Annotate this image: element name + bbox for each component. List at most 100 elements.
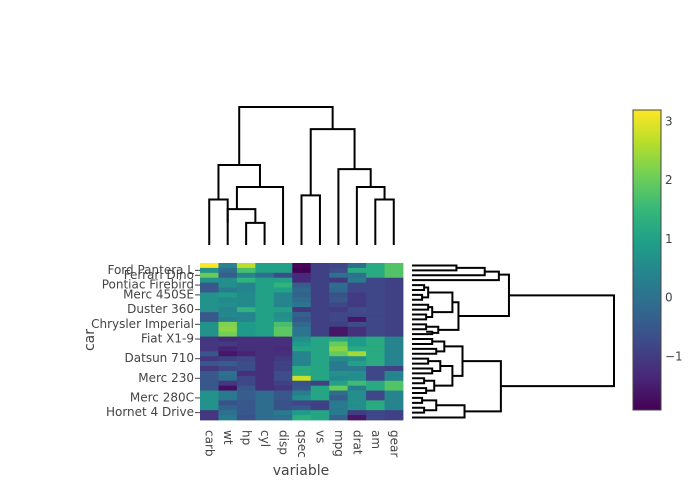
heatmap-cell <box>366 361 385 367</box>
heatmap-cell <box>218 395 238 401</box>
heatmap-cell <box>310 321 330 328</box>
heatmap-cell <box>329 375 349 382</box>
heatmap-cell <box>384 390 404 396</box>
x-axis: carb wt hp cyl disp qsec vs mpg drat am gear <box>203 430 402 458</box>
heatmap-cell <box>347 390 367 396</box>
heatmap-cell <box>218 405 238 411</box>
heatmap-cell <box>366 385 385 391</box>
heatmap-cell <box>347 405 367 411</box>
heatmap-cell <box>310 277 330 284</box>
dendrogram-link <box>434 365 454 387</box>
heatmap-cell <box>384 415 404 421</box>
heatmap-cell <box>236 272 256 279</box>
heatmap-cell <box>255 341 275 347</box>
heatmap-cell <box>218 267 238 274</box>
heatmap-cell <box>329 316 349 323</box>
heatmap-cell <box>366 316 385 323</box>
dendrogram-link <box>412 367 434 375</box>
dendrogram-link <box>412 313 428 321</box>
heatmap-cell <box>329 297 349 303</box>
heatmap-cell <box>255 356 275 362</box>
heatmap-cell <box>329 326 349 333</box>
heatmap-cells <box>200 263 404 421</box>
dendrogram-link <box>412 330 434 336</box>
heatmap-cell <box>329 287 349 293</box>
heatmap-cell <box>273 366 293 372</box>
dendrogram-link <box>226 208 257 223</box>
x-tick-label: carb <box>203 430 217 457</box>
heatmap-cell <box>347 331 367 337</box>
heatmap-cell <box>236 307 256 313</box>
x-tick-label: qsec <box>295 430 309 458</box>
heatmap-cell <box>255 385 275 391</box>
heatmap-cell <box>347 302 367 308</box>
heatmap-cell <box>255 390 275 396</box>
heatmap-cell <box>384 380 404 387</box>
heatmap-cell <box>218 307 238 313</box>
heatmap-cell <box>236 287 256 293</box>
heatmap-cell <box>255 267 275 274</box>
heatmap-cell <box>366 336 385 342</box>
heatmap-cell <box>292 331 312 337</box>
dendrogram-link <box>412 347 438 355</box>
heatmap-cell <box>218 361 238 367</box>
heatmap-cell <box>255 321 275 328</box>
heatmap-cell <box>200 341 219 347</box>
dendrogram-link <box>412 396 424 404</box>
heatmap-cell <box>292 326 312 333</box>
heatmap-cell <box>347 336 367 342</box>
heatmap-cell <box>236 375 256 382</box>
heatmap-cell <box>292 312 312 318</box>
heatmap-cell <box>236 415 256 421</box>
heatmap-cell <box>384 292 404 298</box>
heatmap-cell <box>273 361 293 367</box>
x-tick-label: am <box>369 430 383 449</box>
heatmap-cell <box>255 316 275 323</box>
heatmap-cell <box>200 312 219 318</box>
dendrogram-link <box>438 301 460 331</box>
heatmap-cell <box>384 351 404 357</box>
heatmap-cell <box>366 312 385 318</box>
heatmap-cell <box>292 395 312 401</box>
heatmap-cell <box>366 356 385 362</box>
heatmap-cell <box>366 331 385 337</box>
heatmap-cell <box>200 346 219 352</box>
heatmap-cell <box>236 302 256 308</box>
heatmap-cell <box>329 277 349 284</box>
heatmap-cell <box>218 302 238 308</box>
dendrogram-link <box>412 264 458 272</box>
heatmap-cell <box>218 385 238 391</box>
heatmap-cell <box>236 263 256 269</box>
heatmap-cell <box>255 351 275 357</box>
y-tick-label: Pontiac Firebird <box>102 278 194 292</box>
heatmap-cell <box>366 302 385 308</box>
heatmap-cell <box>292 415 312 421</box>
heatmap-cell <box>366 263 385 269</box>
heatmap-cell <box>218 380 238 387</box>
dendrogram-link <box>300 194 321 245</box>
heatmap-cell <box>273 297 293 303</box>
heatmap-cell <box>218 351 238 357</box>
heatmap-cell <box>273 321 293 328</box>
heatmap-cell <box>236 277 256 284</box>
dendrogram-link <box>412 266 486 277</box>
heatmap-cell <box>329 331 349 337</box>
heatmap-cell <box>236 297 256 303</box>
y-tick-label: Hornet 4 Drive <box>106 405 194 419</box>
heatmap-cell <box>273 277 293 284</box>
heatmap-cell <box>347 375 367 382</box>
heatmap-cell <box>218 272 238 279</box>
heatmap-cell <box>310 370 330 377</box>
heatmap-cell <box>273 336 293 342</box>
heatmap-cell <box>200 405 219 411</box>
heatmap-cell <box>218 331 238 337</box>
colorbar: 3 2 1 0 −1 <box>632 109 683 411</box>
heatmap-cell <box>273 312 293 318</box>
heatmap-cell <box>273 356 293 362</box>
heatmap-cell <box>273 380 293 387</box>
heatmap-cell <box>273 405 293 411</box>
heatmap-cell <box>200 277 219 284</box>
heatmap-cell <box>236 312 256 318</box>
heatmap-cell <box>384 297 404 303</box>
heatmap-cell <box>347 341 367 347</box>
